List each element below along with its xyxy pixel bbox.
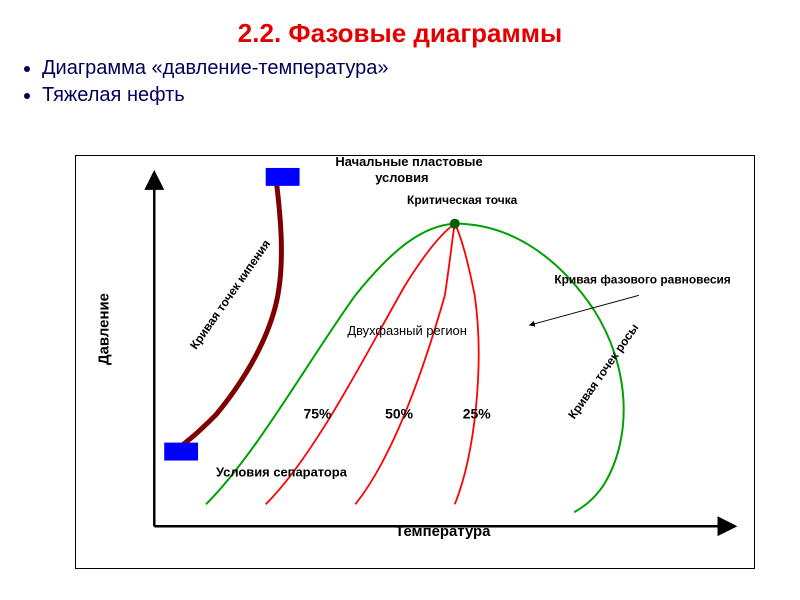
list-item: Диаграмма «давление-температура» — [42, 55, 800, 82]
svg-text:условия: условия — [375, 170, 428, 185]
svg-text:Начальные пластовые: Начальные пластовые — [335, 156, 482, 169]
svg-text:Двухфазный регион: Двухфазный регион — [347, 323, 467, 338]
page-title: 2.2. Фазовые диаграммы — [0, 0, 800, 55]
phase-diagram-svg: 75% 50% 25% Начальные пластовыеусловия Крити… — [76, 156, 754, 568]
svg-text:25%: 25% — [463, 406, 491, 422]
svg-text:Кривая точек росы: Кривая точек росы — [565, 321, 641, 421]
svg-text:Критическая точка: Критическая точка — [407, 193, 518, 207]
svg-text:Давление: Давление — [95, 293, 112, 365]
bullet-list: Диаграмма «давление-температура» Тяжелая… — [0, 55, 800, 109]
svg-text:Температура: Температура — [395, 523, 491, 540]
svg-text:75%: 75% — [304, 406, 332, 422]
phase-diagram-frame: 75% 50% 25% Начальные пластовыеусловия Крити… — [75, 155, 755, 569]
list-item: Тяжелая нефть — [42, 82, 800, 109]
svg-text:Условия сепаратора: Условия сепаратора — [216, 464, 348, 479]
svg-text:Кривая фазового равновесия: Кривая фазового равновесия — [554, 272, 730, 286]
svg-text:Кривая точек кипения: Кривая точек кипения — [187, 237, 273, 352]
svg-text:50%: 50% — [385, 406, 413, 422]
